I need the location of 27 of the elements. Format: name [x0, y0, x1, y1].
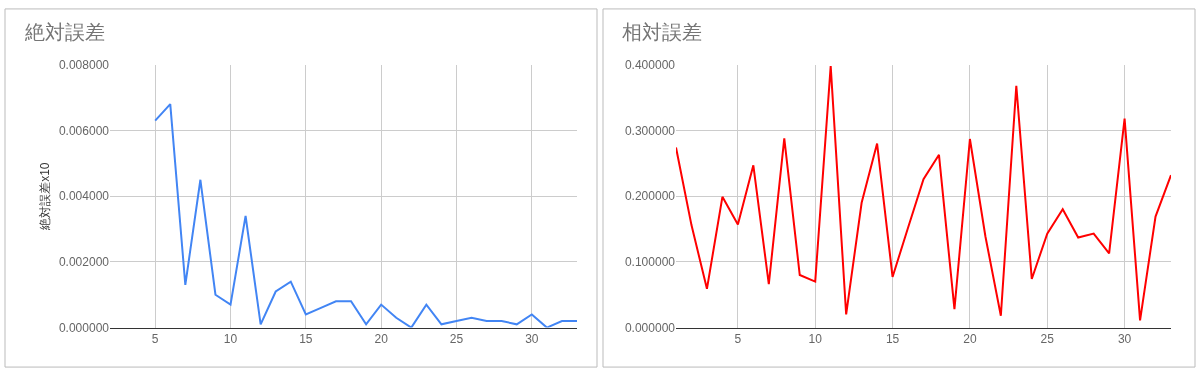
y-tick-label: 0.002000 [58, 255, 110, 270]
x-tick-label: 25 [1040, 332, 1055, 346]
y-tick-label: 0.000000 [58, 320, 110, 335]
x-tick-label: 15 [299, 332, 313, 346]
y-tick-label: 0.400000 [624, 57, 676, 72]
line-series [676, 65, 1171, 322]
y-tick-label: 0.000000 [624, 320, 676, 335]
x-tick-label: 30 [1117, 332, 1132, 346]
y-tick-label: 0.100000 [624, 255, 676, 270]
x-tick-label: 20 [374, 332, 389, 346]
x-tick-label: 20 [963, 332, 977, 346]
y-tick-label: 0.200000 [624, 189, 676, 204]
x-tick-label: 30 [525, 332, 539, 346]
y-tick-label: 0.006000 [58, 123, 110, 138]
x-tick-label: 5 [151, 332, 159, 346]
y-tick-label: 0.300000 [624, 123, 676, 138]
chart-title: 絶対誤差 [24, 21, 105, 43]
y-tick-label: 0.004000 [58, 189, 110, 204]
x-tick-label: 5 [734, 332, 742, 346]
x-tick-label: 10 [223, 332, 238, 346]
chart-title: 相対誤差 [622, 21, 702, 43]
y-tick-label: 0.008000 [58, 57, 110, 72]
x-tick-label: 10 [808, 332, 823, 346]
x-tick-label: 25 [449, 332, 464, 346]
y-axis-title: 絶対誤差x10 [38, 162, 53, 231]
x-tick-label: 15 [885, 332, 900, 346]
line-series [154, 103, 577, 328]
